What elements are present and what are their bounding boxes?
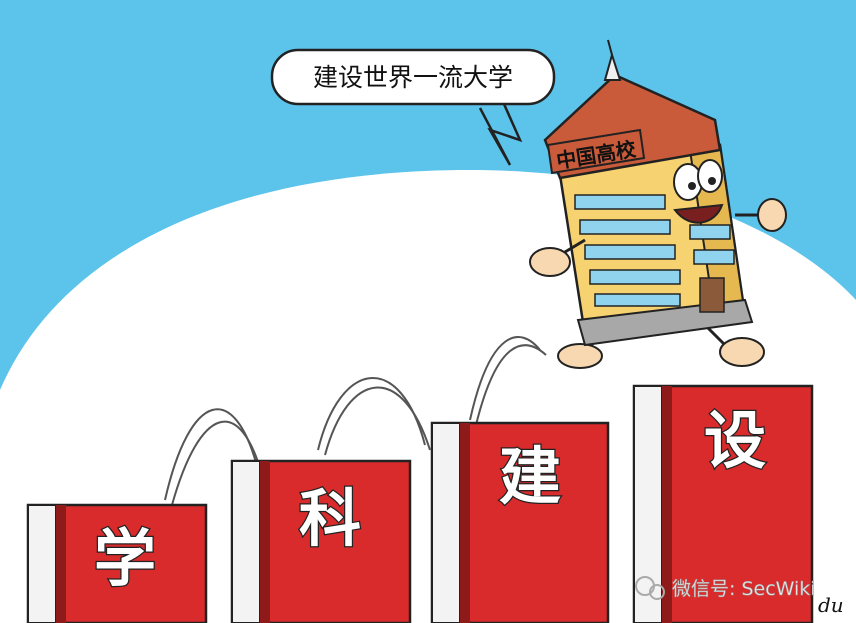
book-xue: 学 <box>26 503 208 623</box>
book-label: 学 <box>94 522 156 595</box>
artist-signature: du <box>818 593 844 617</box>
watermark: 微信号: SecWiki <box>635 576 816 600</box>
speech-text: 建设世界一流大学 <box>313 63 513 92</box>
book-label: 建 <box>499 440 561 513</box>
book-she: 设 <box>632 384 814 623</box>
book-label: 设 <box>704 404 766 477</box>
book-ke: 科 <box>230 459 412 623</box>
book-jian: 建 <box>430 421 610 623</box>
book-label: 科 <box>299 482 361 555</box>
watermark-text: 微信号: SecWiki <box>672 578 816 600</box>
jump-arcs <box>164 336 547 506</box>
speech-bubble: 建设世界一流大学 <box>270 48 556 166</box>
university-building-character: 中国高校 <box>529 39 787 369</box>
